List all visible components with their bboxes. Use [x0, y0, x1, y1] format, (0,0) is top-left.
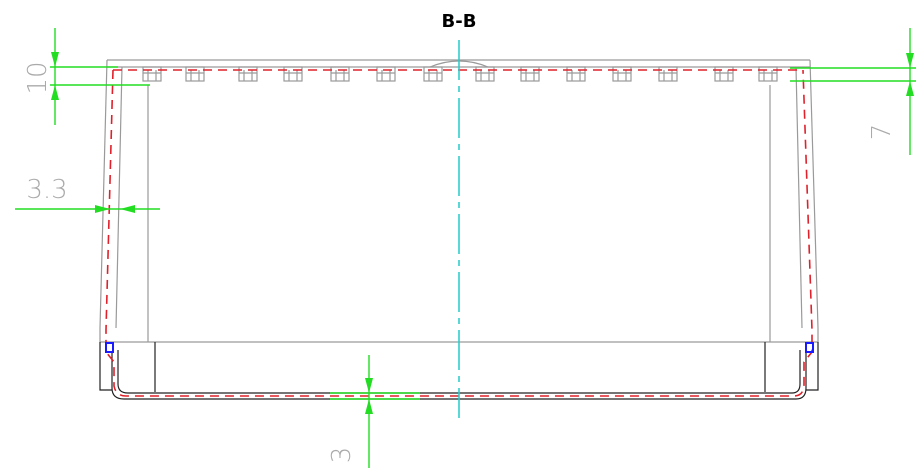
dimension-label: 3 [327, 447, 357, 464]
clip [142, 66, 162, 82]
dimension-3: 3 [327, 355, 420, 468]
left-wall [99, 59, 149, 342]
clip [238, 66, 258, 82]
rim-clips [142, 66, 778, 82]
dimension-line [790, 28, 916, 155]
clip-detail [567, 70, 585, 81]
clip-detail [331, 70, 349, 81]
dimension-10: 10 [23, 28, 150, 125]
clip-detail [239, 70, 257, 81]
seal-left [105, 342, 114, 353]
clip [330, 66, 350, 82]
clip-detail [613, 70, 631, 81]
dimension-label: 10 [23, 61, 53, 94]
clip [758, 66, 778, 82]
dimension-arrow [51, 52, 59, 100]
clip-detail [715, 70, 733, 81]
clip [185, 66, 205, 82]
clip-detail [659, 70, 677, 81]
clip-detail [284, 70, 302, 81]
clip-detail [143, 70, 161, 81]
base-sides [99, 342, 819, 392]
dimension-arrow [906, 53, 914, 96]
section-hatch [105, 69, 813, 397]
clip [475, 66, 495, 82]
dimension-arrow [95, 205, 135, 213]
clip [376, 66, 396, 82]
clip-detail [186, 70, 204, 81]
clip-detail [476, 70, 494, 81]
base-bottom [111, 352, 807, 400]
clip-detail [521, 70, 539, 81]
clip [423, 66, 443, 82]
dimension-line [50, 28, 150, 125]
seal-right [805, 342, 814, 353]
base-inner [117, 350, 801, 394]
clip [283, 66, 303, 82]
clip [566, 66, 586, 82]
section-title: B-B [442, 11, 477, 32]
dimension-7: 7 [790, 28, 916, 155]
clip-detail [377, 70, 395, 81]
clip [612, 66, 632, 82]
dimension-label: 7 [867, 124, 897, 141]
dimension-label: 3.3 [26, 175, 67, 205]
clip-detail [759, 70, 777, 81]
right-wall [769, 59, 819, 342]
dimension-3-3: 3.3 [15, 175, 160, 213]
clip [714, 66, 734, 82]
dimension-arrow [365, 378, 373, 414]
clip [520, 66, 540, 82]
clip [658, 66, 678, 82]
clip-detail [424, 70, 442, 81]
